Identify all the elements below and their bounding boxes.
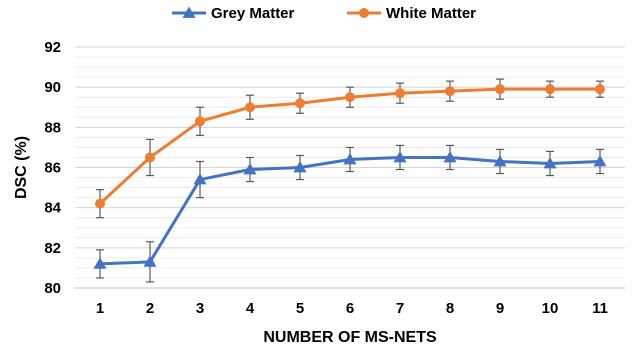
x-axis-title: NUMBER OF MS-NETS <box>263 329 437 346</box>
x-tick-label: 1 <box>96 300 104 317</box>
y-tick-label: 80 <box>44 280 61 297</box>
x-tick-label: 8 <box>446 300 454 317</box>
data-point <box>495 84 505 95</box>
data-point <box>343 152 357 165</box>
data-point <box>95 198 105 209</box>
x-axis-tick-labels: 1 2 3 4 5 6 7 8 9 10 11 <box>96 300 608 317</box>
legend-marker <box>359 8 369 18</box>
data-point <box>493 154 507 167</box>
legend: Grey Matter White Matter <box>172 5 476 22</box>
data-point <box>593 154 607 167</box>
x-tick-label: 5 <box>296 300 304 317</box>
data-point <box>443 150 457 163</box>
x-tick-label: 2 <box>146 300 154 317</box>
y-axis-title: DSC (%) <box>13 136 30 199</box>
legend-label: White Matter <box>386 5 476 22</box>
data-point <box>595 84 605 95</box>
data-point <box>345 92 355 103</box>
legend-item-white-matter: White Matter <box>347 5 476 22</box>
y-tick-label: 90 <box>44 79 61 96</box>
data-point <box>543 156 557 169</box>
data-point <box>393 150 407 163</box>
data-point <box>293 161 307 173</box>
white-matter-series <box>95 78 605 219</box>
x-tick-label: 10 <box>542 300 559 317</box>
data-point <box>395 88 405 99</box>
data-point <box>145 152 155 163</box>
x-tick-label: 7 <box>396 300 404 317</box>
data-point <box>143 255 157 267</box>
data-point <box>93 257 107 269</box>
series-group <box>93 78 607 283</box>
data-point <box>245 102 255 113</box>
y-tick-label: 84 <box>44 200 61 217</box>
y-tick-label: 88 <box>44 119 61 136</box>
legend-marker <box>182 6 196 18</box>
y-tick-label: 82 <box>44 240 61 257</box>
y-axis-tick-labels: 80 82 84 86 88 90 92 <box>44 39 61 297</box>
data-point <box>193 173 207 185</box>
data-point <box>195 116 205 127</box>
legend-item-grey-matter: Grey Matter <box>172 5 295 22</box>
data-point <box>295 98 305 109</box>
x-tick-label: 9 <box>496 300 504 317</box>
x-tick-label: 4 <box>246 300 255 317</box>
data-point <box>243 163 257 175</box>
y-tick-label: 86 <box>44 160 61 177</box>
data-point <box>445 86 455 97</box>
x-tick-label: 6 <box>346 300 354 317</box>
x-tick-label: 3 <box>196 300 204 317</box>
grey-matter-series <box>93 144 607 283</box>
legend-label: Grey Matter <box>211 5 295 22</box>
y-tick-label: 92 <box>44 39 61 56</box>
x-tick-label: 11 <box>592 300 608 317</box>
data-point <box>545 84 555 95</box>
